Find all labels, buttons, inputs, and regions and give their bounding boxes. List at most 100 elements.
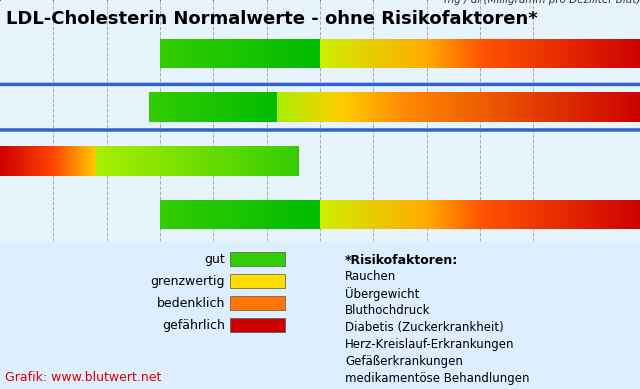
Bar — [288, 39, 289, 68]
Bar — [221, 93, 222, 122]
Bar — [185, 39, 186, 68]
Bar — [142, 146, 143, 175]
Bar — [563, 200, 564, 229]
Bar — [237, 146, 239, 175]
Bar — [575, 39, 577, 68]
Bar — [268, 39, 269, 68]
Bar — [531, 39, 532, 68]
Bar — [249, 39, 250, 68]
Bar — [539, 200, 540, 229]
Bar — [198, 146, 199, 175]
Bar — [244, 93, 245, 122]
Bar — [204, 200, 205, 229]
Bar — [249, 146, 250, 175]
Bar — [236, 146, 237, 175]
Bar — [266, 93, 267, 122]
Bar — [294, 146, 296, 175]
Bar — [206, 200, 207, 229]
Bar — [633, 93, 634, 122]
Bar — [201, 200, 202, 229]
Bar — [625, 39, 627, 68]
Bar — [236, 93, 237, 122]
Bar — [634, 200, 635, 229]
Bar — [198, 93, 199, 122]
Bar — [482, 39, 483, 68]
Bar — [264, 200, 266, 229]
Bar — [580, 93, 581, 122]
Bar — [495, 39, 496, 68]
Bar — [259, 146, 260, 175]
Bar — [218, 93, 219, 122]
Bar — [298, 200, 299, 229]
Bar — [602, 200, 603, 229]
Bar — [280, 39, 282, 68]
Bar — [561, 200, 562, 229]
Bar — [582, 93, 584, 122]
Bar — [455, 93, 456, 122]
Bar — [217, 93, 218, 122]
Bar — [532, 39, 533, 68]
Bar — [272, 146, 273, 175]
Bar — [288, 200, 289, 229]
Bar — [600, 93, 601, 122]
Bar — [177, 200, 178, 229]
Bar — [624, 200, 625, 229]
Bar — [611, 200, 612, 229]
Bar — [508, 39, 509, 68]
Bar — [124, 146, 125, 175]
Bar — [541, 93, 542, 122]
Bar — [493, 39, 495, 68]
Bar — [612, 200, 614, 229]
Bar — [573, 39, 574, 68]
Bar — [441, 93, 442, 122]
Bar — [554, 39, 555, 68]
Bar — [274, 200, 275, 229]
Bar — [261, 200, 262, 229]
Bar — [238, 39, 239, 68]
Bar — [169, 93, 170, 122]
Bar — [244, 200, 245, 229]
Bar — [635, 39, 636, 68]
Bar — [213, 200, 214, 229]
Bar — [533, 39, 534, 68]
Bar — [162, 200, 163, 229]
Bar — [269, 200, 270, 229]
Bar — [474, 93, 475, 122]
Bar — [260, 146, 261, 175]
Bar — [278, 200, 279, 229]
Bar — [461, 93, 462, 122]
Bar — [246, 39, 247, 68]
Bar — [620, 39, 621, 68]
Bar — [214, 93, 215, 122]
Bar — [534, 200, 536, 229]
Bar — [158, 93, 159, 122]
Bar — [502, 39, 503, 68]
Bar — [586, 93, 587, 122]
Bar — [490, 200, 492, 229]
Bar — [283, 200, 284, 229]
Bar — [170, 200, 172, 229]
Bar — [264, 146, 265, 175]
Bar — [136, 146, 137, 175]
Bar — [489, 93, 490, 122]
Bar — [156, 146, 157, 175]
Bar — [408, 93, 409, 122]
Bar — [552, 200, 553, 229]
Bar — [223, 93, 224, 122]
Bar — [203, 93, 204, 122]
Bar — [221, 146, 222, 175]
Bar — [447, 93, 448, 122]
Bar — [527, 200, 528, 229]
Bar — [636, 39, 637, 68]
Bar — [201, 146, 202, 175]
Bar — [247, 39, 248, 68]
Bar — [579, 93, 580, 122]
Bar — [120, 146, 122, 175]
Bar — [197, 200, 198, 229]
Bar — [228, 146, 229, 175]
Bar — [507, 93, 508, 122]
Bar — [492, 39, 493, 68]
Bar — [248, 146, 249, 175]
Bar — [603, 200, 604, 229]
Bar — [214, 146, 215, 175]
